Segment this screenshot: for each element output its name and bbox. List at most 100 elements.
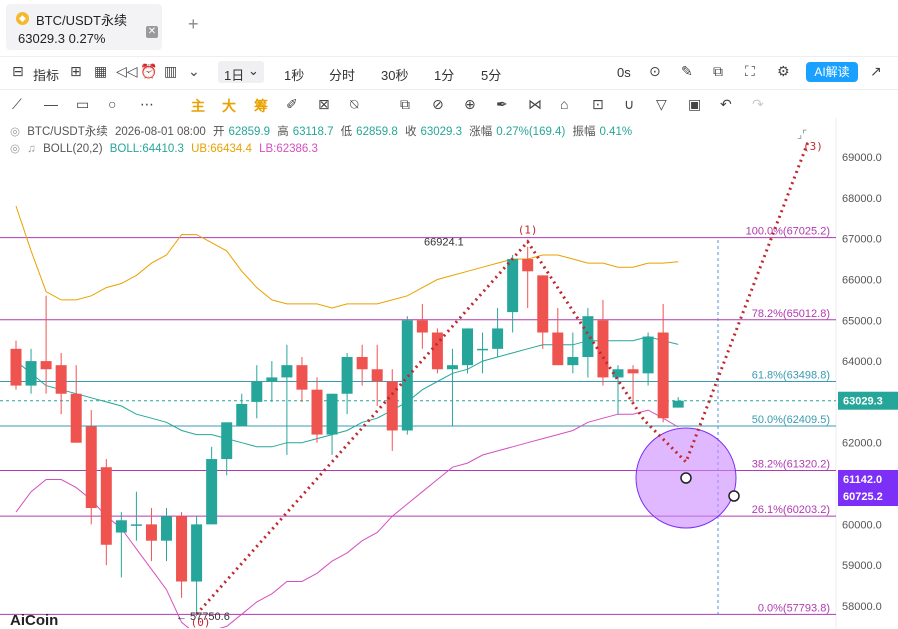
candle-body xyxy=(70,393,82,443)
zoom-icon[interactable]: ⊕ xyxy=(464,96,476,112)
plus-icon[interactable]: + xyxy=(188,14,199,34)
candle-body xyxy=(477,348,489,351)
replay-icon[interactable]: ◁◁ xyxy=(116,63,138,79)
chart-type-icon[interactable]: ▥ xyxy=(164,63,178,79)
candle-body xyxy=(627,369,639,374)
ruler-icon[interactable]: ⊘ xyxy=(432,96,444,112)
aicoin-logo: AiCoin xyxy=(10,612,59,629)
tool-chips[interactable]: 筹 xyxy=(254,98,268,114)
more-icon[interactable]: ⋯ xyxy=(140,96,154,112)
filter-icon[interactable]: ▽ xyxy=(656,96,667,112)
horizontal-line-icon[interactable]: — xyxy=(44,96,58,112)
trendline-icon[interactable]: ⟋ xyxy=(12,96,22,112)
interval-30s[interactable]: 30秒 xyxy=(381,68,409,83)
candle-body xyxy=(251,381,263,402)
boll-mid-band xyxy=(15,336,679,448)
candle-body xyxy=(176,516,188,582)
high-label: 高 xyxy=(277,126,289,138)
copy-icon[interactable]: ⧉ xyxy=(400,96,410,112)
camera-icon[interactable]: ⊙ xyxy=(649,63,661,79)
fib-label: 26.1%(60203.2) xyxy=(752,504,830,516)
candle-body xyxy=(145,524,157,541)
share-icon[interactable]: ⧉ xyxy=(713,63,723,79)
alert-icon[interactable]: ⏰ xyxy=(140,63,158,79)
candle-body xyxy=(552,332,564,366)
fib-label: 0.0%(57793.8) xyxy=(758,602,830,614)
y-tick-label: 69000.0 xyxy=(842,152,882,164)
interval-selected: 1日 xyxy=(224,68,245,83)
boll-lower-band xyxy=(15,409,679,628)
candle-body xyxy=(492,328,504,349)
candle-body xyxy=(642,336,654,374)
fullscreen-icon[interactable]: ⛶ xyxy=(745,63,755,79)
gear-icon[interactable]: ⚙ xyxy=(777,63,790,79)
undo-icon[interactable]: ↶ xyxy=(720,96,732,112)
magic-icon[interactable]: ✐ xyxy=(286,96,298,112)
countdown: 0s xyxy=(617,65,631,80)
eye-icon[interactable]: ◎ xyxy=(10,126,21,138)
bell-icon[interactable]: ♫ xyxy=(27,143,36,155)
candle-body xyxy=(446,365,458,370)
elliott-wave-path xyxy=(195,141,810,616)
close-value: 63029.3 xyxy=(420,126,463,138)
y-tick-label: 66000.0 xyxy=(842,274,882,286)
price-info: ◎ BTC/USDT永续 2026-08-01 08:00 开 62859.9 高… xyxy=(0,121,898,161)
interval-select[interactable]: 1日 ⌄ xyxy=(218,61,264,83)
tool-main[interactable]: 主 xyxy=(191,98,205,114)
y-tick-label: 62000.0 xyxy=(842,438,882,450)
wave-label-3: (3) xyxy=(803,140,823,153)
chevron-down-icon[interactable]: ⌄ xyxy=(188,63,200,79)
info-symbol: BTC/USDT永续 xyxy=(27,126,108,138)
indicators-button[interactable]: 指标 xyxy=(33,68,60,83)
interval-timeline[interactable]: 分时 xyxy=(329,68,356,83)
close-icon[interactable]: ✕ xyxy=(146,26,158,38)
trend-icon[interactable]: ↗ xyxy=(870,63,882,79)
y-tick-label: 65000.0 xyxy=(842,315,882,327)
candle-body xyxy=(281,365,293,378)
note-icon[interactable]: ⊡ xyxy=(592,96,604,112)
indicator-icon[interactable]: ⊟ xyxy=(12,63,24,79)
low-value: 62859.8 xyxy=(356,126,398,138)
magnet-icon[interactable]: ∪ xyxy=(624,96,635,112)
wave-label-1: (1) xyxy=(518,224,538,237)
candle-body xyxy=(462,328,473,366)
lock-icon[interactable]: ⌂ xyxy=(560,96,569,112)
brush-icon[interactable]: ✒ xyxy=(496,96,508,112)
open-label: 开 xyxy=(212,126,225,138)
candle-body xyxy=(236,403,248,427)
fib-label: 61.8%(63498.8) xyxy=(752,370,830,382)
binance-icon: ◆ xyxy=(16,12,29,25)
trash-icon[interactable]: ▣ xyxy=(688,96,702,112)
eye-icon[interactable]: ◎ xyxy=(10,143,21,155)
interval-1s[interactable]: 1秒 xyxy=(284,68,305,83)
chg-value: 0.27%(169.4) xyxy=(496,126,566,138)
tool-large[interactable]: 大 xyxy=(222,98,236,114)
compare-icon[interactable]: ⋈ xyxy=(528,96,542,112)
boll-upper-band xyxy=(15,205,679,309)
layout-icon[interactable]: ⊞ xyxy=(70,63,82,79)
fib-label: 50.0%(62409.5) xyxy=(752,414,830,426)
pen-icon[interactable]: ✎ xyxy=(681,63,693,79)
wave-handle xyxy=(680,472,692,484)
circle-icon[interactable]: ○ xyxy=(108,96,117,112)
interval-5m[interactable]: 5分 xyxy=(481,68,502,83)
candle-body xyxy=(582,316,594,358)
candle-body xyxy=(10,348,22,386)
candle-body xyxy=(296,365,308,390)
symbol-tab[interactable]: ◆ BTC/USDT永续 63029.3 0.27% ✕ xyxy=(6,4,162,50)
calc-icon[interactable]: ⊠ xyxy=(318,96,330,112)
fib-label: 38.2%(61320.2) xyxy=(752,458,830,470)
rectangle-icon[interactable]: ▭ xyxy=(76,96,90,112)
grid-icon[interactable]: ▦ xyxy=(94,63,108,79)
chevron-down-icon: ⌄ xyxy=(248,63,259,78)
chg-label: 涨幅 xyxy=(469,126,493,138)
candle-body xyxy=(567,357,579,366)
candle-body xyxy=(206,459,218,525)
ai-interpret-button[interactable]: AI解读 xyxy=(806,62,858,82)
open-value: 62859.9 xyxy=(228,126,271,138)
candle-body xyxy=(507,259,519,313)
redo-icon[interactable]: ↷ xyxy=(752,96,764,112)
formula-icon[interactable]: ⍉ xyxy=(350,96,359,112)
interval-1m[interactable]: 1分 xyxy=(434,68,455,83)
